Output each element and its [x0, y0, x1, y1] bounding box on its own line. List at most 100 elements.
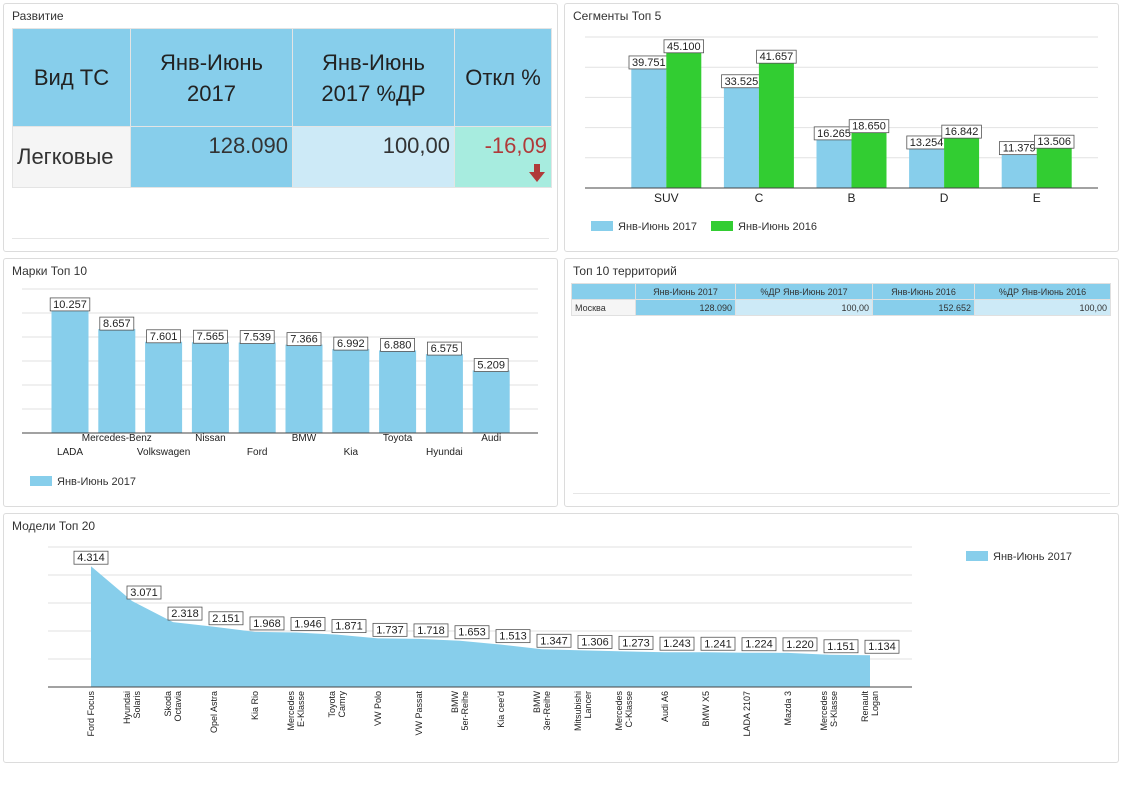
data-label: 7.601	[150, 331, 178, 343]
data-label-box	[239, 330, 275, 344]
x-tick-label-line: C-Klasse	[624, 691, 634, 728]
panel-models: Модели Топ 20 4.314 3.071 2.318 2.151 1.968 1…	[3, 513, 1119, 763]
data-label-box	[663, 39, 704, 54]
data-label: 2.318	[171, 608, 199, 620]
bar	[51, 309, 89, 433]
x-tick-label-line: Logan	[870, 691, 880, 716]
data-label-box	[473, 358, 509, 372]
data-label: 6.992	[337, 338, 365, 350]
bar	[666, 51, 702, 188]
data-label: 1.273	[622, 637, 650, 649]
bar	[379, 350, 417, 433]
x-tick-label-line: Mercedes	[819, 691, 829, 731]
legend-label: Янв-Июнь 2017	[618, 221, 697, 233]
kpi-header-type: Вид ТС	[12, 28, 131, 127]
x-tick-label-line: S-Klasse	[829, 691, 839, 727]
data-label: 16.265	[817, 128, 851, 140]
data-label: 3.071	[130, 587, 158, 599]
x-tick-label: Mercedes S-Klasse	[819, 691, 839, 731]
data-label-box	[741, 637, 777, 652]
x-tick-label: Audi	[481, 433, 501, 444]
data-label: 1.243	[663, 638, 691, 650]
data-label-box	[536, 633, 572, 648]
bar	[332, 349, 370, 433]
data-label: 11.379	[1003, 143, 1036, 155]
x-tick-label-line: Lancer	[583, 691, 593, 719]
x-tick-label: Kia cee'd	[496, 691, 506, 728]
data-label-box	[577, 635, 613, 649]
data-label: 1.718	[417, 625, 445, 637]
data-label-box	[208, 611, 244, 626]
bar	[285, 344, 323, 433]
data-label-box	[782, 637, 818, 652]
data-label: 13.254	[910, 137, 944, 149]
x-tick-label-line: Kia Rio	[250, 691, 260, 720]
x-tick-label: Mitsubishi Lancer	[573, 691, 593, 731]
bar	[472, 370, 510, 433]
x-tick-label: BMW	[292, 433, 317, 444]
territories-table: Янв-Июнь 2017 %ДР Янв-Июнь 2017 Янв-Июнь…	[571, 283, 1111, 316]
territory-cell-name: Москва	[571, 299, 636, 316]
data-label: 1.134	[868, 641, 896, 653]
territory-cell-share2017: 100,00	[735, 299, 873, 316]
data-label-box	[700, 636, 736, 651]
x-tick-label: Mercedes E-Klasse	[286, 691, 306, 731]
data-label: 13.506	[1037, 136, 1071, 148]
legend-swatch	[591, 221, 613, 231]
bar	[758, 62, 794, 188]
panel-title-segments: Сегменты Топ 5	[573, 9, 662, 23]
data-label-box	[249, 616, 285, 631]
kpi-deviation-value: -16,09	[484, 133, 547, 158]
bar	[238, 342, 276, 433]
data-label-box	[290, 617, 326, 631]
territory-header-share2016: %ДР Янв-Июнь 2016	[974, 283, 1111, 300]
data-label: 1.653	[458, 627, 486, 639]
panel-divider	[12, 238, 549, 239]
territory-header-share2017: %ДР Янв-Июнь 2017	[735, 283, 873, 300]
panel-title-models: Модели Топ 20	[12, 519, 96, 533]
x-tick-label-line: Mitsubishi	[573, 691, 583, 731]
data-label: 16.842	[945, 126, 979, 138]
data-label-box	[1033, 134, 1075, 149]
data-label: 18.650	[852, 121, 886, 133]
x-tick-label: LADA	[57, 447, 83, 458]
data-label: 6.575	[431, 343, 459, 355]
data-label: 1.220	[786, 639, 814, 651]
data-label: 1.224	[745, 639, 773, 651]
x-tick-label-line: BMW	[450, 691, 460, 714]
panel-divider	[573, 493, 1110, 494]
data-label: 1.241	[704, 638, 732, 650]
x-tick-label-line: Hyundai	[122, 691, 132, 724]
data-label-box	[659, 636, 695, 651]
territory-header-value2016: Янв-Июнь 2016	[872, 283, 975, 300]
x-tick-label-line: Ford Focus	[86, 691, 96, 737]
data-label: 2.151	[212, 613, 240, 625]
x-tick-label-line: 3er-Reihe	[542, 691, 552, 731]
x-tick-label-line: VW Passat	[414, 691, 424, 736]
data-label-box	[823, 639, 859, 654]
data-label-box	[99, 316, 135, 331]
data-label: 1.737	[376, 624, 404, 636]
x-tick-label: BMW 3er-Reihe	[532, 691, 552, 731]
brands-chart: 10.257 LADA 8.657 Mercedes-Benz 7.601 Volkswa…	[22, 288, 538, 488]
kpi-cell-value: 128.090	[130, 126, 293, 188]
data-label-box	[73, 550, 109, 565]
data-label: 1.871	[335, 621, 363, 633]
data-label-box	[49, 297, 91, 312]
data-label-box	[167, 606, 203, 621]
panel-title-territories: Топ 10 территорий	[573, 264, 677, 278]
data-label-box	[146, 329, 182, 344]
models-chart: 4.314 3.071 2.318 2.151 1.968 1.946 1.871 1.737…	[48, 546, 1072, 737]
bar	[851, 131, 887, 188]
bar	[723, 86, 759, 188]
data-label: 7.539	[243, 332, 271, 344]
legend-swatch	[966, 551, 988, 561]
territory-cell-value2017: 128.090	[635, 299, 736, 316]
data-label: 1.946	[294, 619, 322, 631]
data-label-box	[864, 639, 900, 654]
x-tick-label: D	[940, 191, 949, 205]
kpi-cell-share: 100,00	[292, 126, 455, 188]
data-label: 10.257	[53, 299, 87, 311]
x-tick-label-line: Opel Astra	[209, 691, 219, 733]
data-label-box	[331, 619, 367, 634]
